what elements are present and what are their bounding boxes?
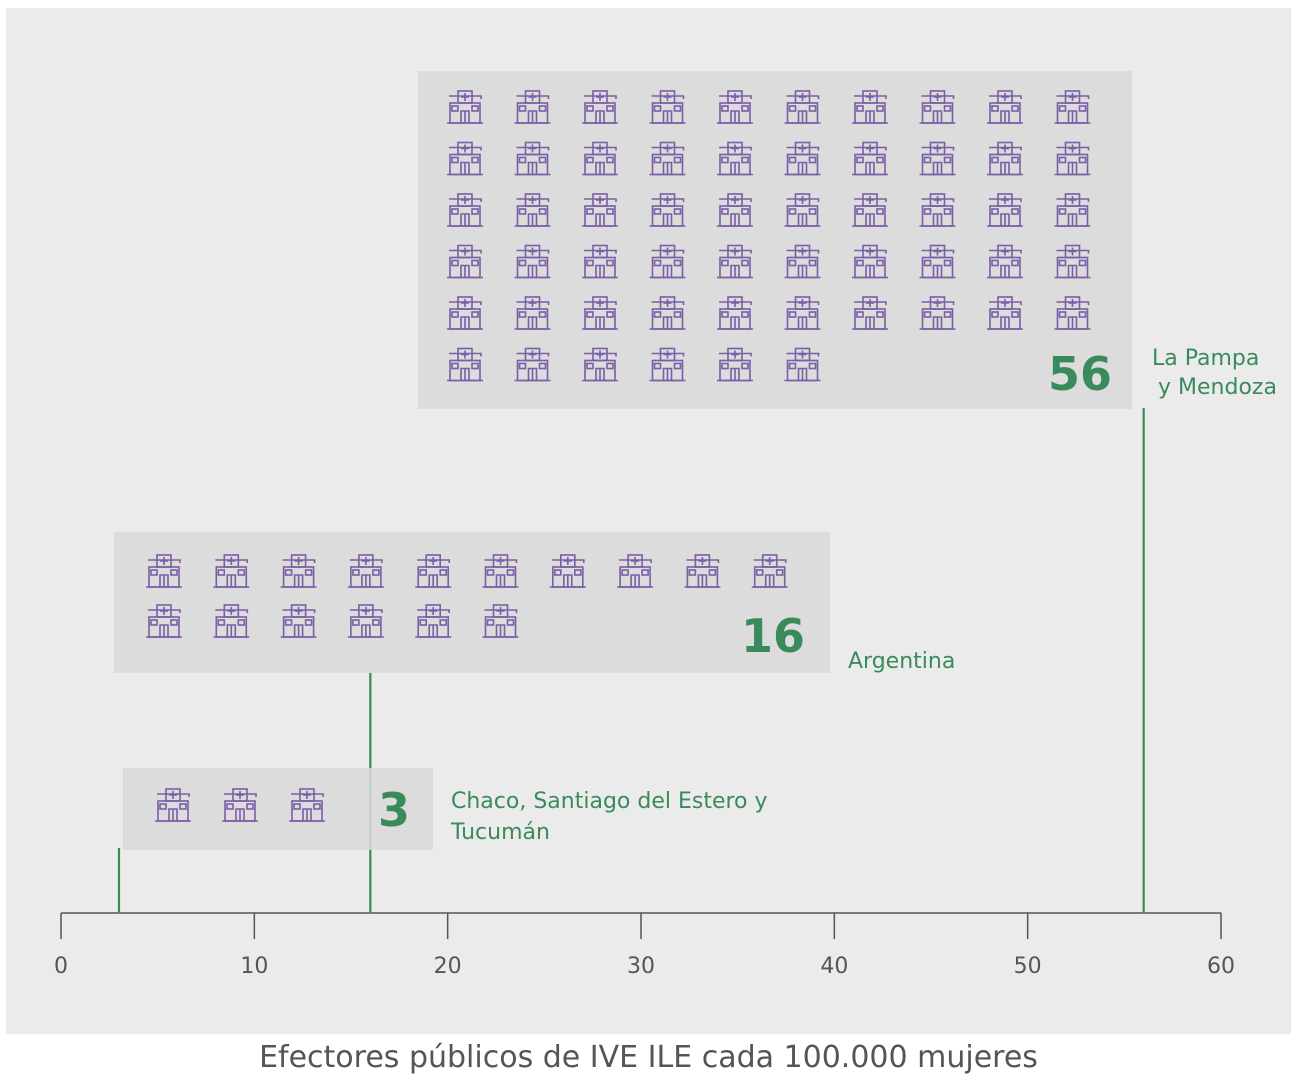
x-axis-label: Efectores públicos de IVE ILE cada 100.0… bbox=[259, 1040, 1038, 1075]
category-label: Argentina bbox=[848, 649, 955, 674]
bar-panel bbox=[114, 532, 830, 673]
x-tick-label: 60 bbox=[1207, 954, 1235, 979]
bar-group: 16 Argentina bbox=[114, 532, 955, 913]
chart-svg: 0 10 20 30 40 50 60 56 La Pampa y Mendoza 16 Argent… bbox=[6, 8, 1291, 1034]
bar-panel bbox=[418, 71, 1132, 409]
value-label: 3 bbox=[378, 783, 410, 837]
x-tick-label: 40 bbox=[820, 954, 848, 979]
category-label: La Pampa y Mendoza bbox=[1152, 346, 1277, 400]
value-label: 56 bbox=[1048, 347, 1112, 401]
x-tick-label: 20 bbox=[434, 954, 462, 979]
value-label: 16 bbox=[741, 609, 805, 663]
category-label: Chaco, Santiago del Estero y Tucumán bbox=[450, 789, 768, 845]
bar-group: 56 La Pampa y Mendoza bbox=[418, 71, 1277, 913]
x-tick-label: 30 bbox=[627, 954, 655, 979]
x-tick-label: 50 bbox=[1014, 954, 1042, 979]
bar-group: 3 Chaco, Santiago del Estero y Tucumán bbox=[117, 768, 768, 913]
x-tick-label: 10 bbox=[240, 954, 268, 979]
x-tick-label: 0 bbox=[54, 954, 68, 979]
